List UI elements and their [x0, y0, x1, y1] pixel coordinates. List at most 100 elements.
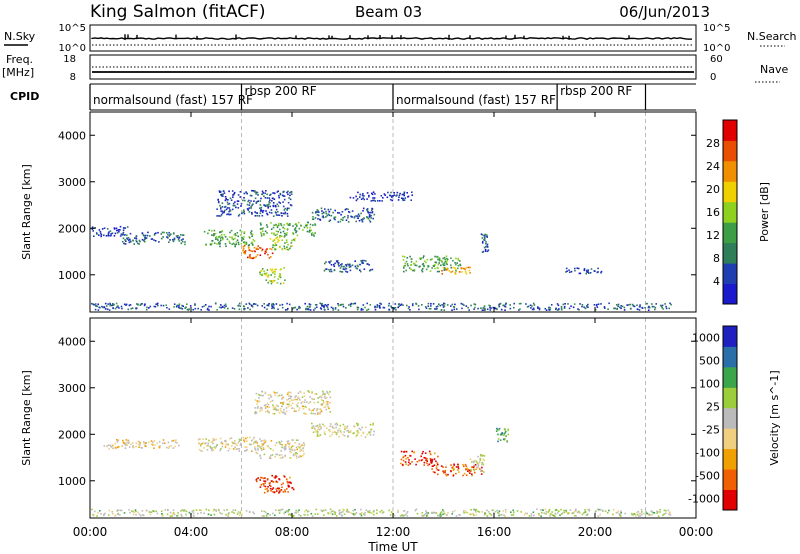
scatter-cell	[281, 411, 283, 414]
scatter-cell	[323, 269, 326, 272]
nave-tick-top: 60	[710, 54, 723, 65]
scatter-cell	[289, 247, 291, 250]
scatter-cell	[127, 439, 130, 442]
scatter-cell	[330, 423, 332, 425]
scatter-cell	[268, 201, 270, 203]
scatter-cell	[437, 258, 439, 261]
scatter-cell	[252, 438, 254, 441]
scatter-cell	[263, 515, 265, 517]
scatter-cell	[587, 269, 590, 271]
scatter-cell	[473, 469, 476, 472]
scatter-cell	[291, 449, 293, 451]
scatter-cell	[361, 426, 363, 429]
scatter-cell	[492, 509, 494, 512]
scatter-cell	[269, 201, 271, 204]
scatter-cell	[231, 511, 233, 513]
scatter-cell	[277, 395, 280, 397]
scatter-cell	[368, 264, 370, 266]
scatter-cell	[444, 260, 447, 263]
scatter-cell	[228, 190, 230, 193]
scatter-cell	[250, 206, 252, 208]
scatter-cell	[583, 512, 585, 514]
scatter-cell	[212, 442, 214, 445]
scatter-cell	[192, 512, 195, 514]
scatter-cell	[159, 445, 161, 447]
scatter-cell	[333, 265, 336, 268]
scatter-cell	[408, 267, 411, 269]
scatter-cell	[259, 200, 262, 202]
scatter-cell	[471, 466, 473, 469]
scatter-cell	[259, 410, 261, 412]
scatter-cell	[293, 398, 296, 401]
scatter-cell	[445, 473, 447, 476]
scatter-cell	[177, 512, 179, 514]
scatter-cell	[218, 243, 220, 245]
scatter-cell	[659, 511, 661, 513]
colorbar-tick-label: 100	[699, 378, 720, 391]
scatter-cell	[259, 407, 261, 410]
scatter-cell	[554, 515, 556, 517]
scatter-cell	[261, 273, 263, 276]
scatter-cell	[482, 463, 484, 465]
scatter-cell	[226, 201, 229, 204]
scatter-cell	[423, 260, 426, 262]
scatter-cell	[319, 411, 322, 414]
scatter-cell	[356, 422, 358, 425]
y-tick-label: 4000	[58, 129, 86, 142]
scatter-cell	[152, 444, 154, 446]
scatter-cell	[284, 454, 286, 457]
scatter-cell	[327, 401, 329, 403]
scatter-cell	[359, 269, 361, 271]
scatter-cell	[103, 234, 105, 237]
scatter-cell	[289, 395, 292, 397]
scatter-cell	[306, 227, 309, 229]
scatter-cell	[330, 306, 333, 309]
scatter-cell	[113, 228, 116, 230]
scatter-cell	[221, 202, 224, 204]
colorbar-swatch	[723, 448, 737, 470]
scatter-cell	[237, 235, 239, 238]
scatter-cell	[387, 304, 390, 307]
scatter-cell	[261, 305, 263, 307]
scatter-cell	[450, 464, 452, 466]
scatter-cell	[287, 307, 289, 310]
scatter-cell	[269, 238, 272, 240]
colorbar-swatch	[723, 469, 737, 490]
scatter-cell	[290, 514, 292, 516]
scatter-cell	[120, 509, 123, 512]
scatter-cell	[573, 303, 576, 305]
scatter-cell	[361, 220, 364, 223]
scatter-cell	[498, 429, 500, 431]
scatter-cell	[314, 223, 316, 225]
scatter-cell	[356, 264, 359, 267]
scatter-cell	[247, 307, 249, 309]
scatter-cell	[322, 211, 325, 214]
scatter-cell	[497, 512, 499, 514]
scatter-cell	[278, 478, 281, 481]
scatter-cell	[289, 191, 291, 194]
scatter-cell	[345, 270, 347, 273]
scatter-cell	[343, 426, 346, 428]
scatter-cell	[297, 445, 300, 448]
scatter-cell	[587, 303, 589, 306]
scatter-cell	[134, 237, 136, 239]
scatter-cell	[320, 207, 323, 210]
scatter-cell	[648, 514, 650, 516]
scatter-cell	[309, 401, 312, 403]
scatter-cell	[325, 210, 327, 213]
scatter-cell	[119, 225, 122, 228]
scatter-cell	[268, 482, 271, 485]
scatter-cell	[215, 438, 217, 441]
scatter-cell	[464, 268, 467, 271]
scatter-cell	[138, 441, 140, 443]
scatter-cell	[266, 212, 268, 215]
scatter-cell	[320, 426, 322, 428]
scatter-cell	[204, 443, 206, 445]
scatter-cell	[281, 394, 283, 396]
scatter-cell	[475, 511, 477, 513]
scatter-cell	[173, 238, 176, 241]
scatter-cell	[617, 305, 619, 308]
scatter-cell	[337, 212, 339, 214]
scatter-cell	[349, 265, 352, 267]
